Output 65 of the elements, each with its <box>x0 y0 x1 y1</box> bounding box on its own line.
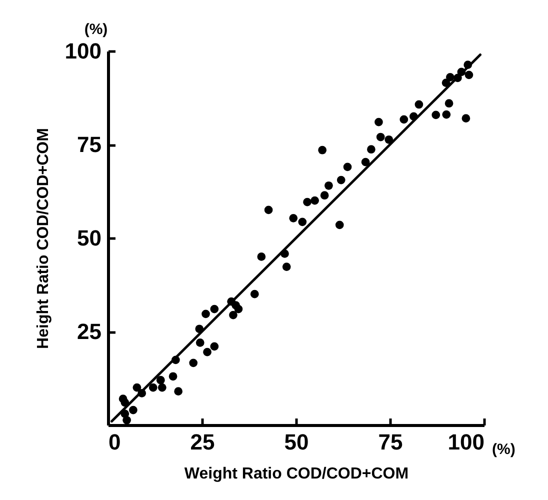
point <box>464 60 472 70</box>
y-axis-title: Height Ratio COD/COD+COM <box>34 128 52 349</box>
point <box>195 324 204 334</box>
point <box>250 290 259 298</box>
point <box>210 304 219 314</box>
x-tick-label: 75 <box>378 430 403 454</box>
text: (%) <box>84 21 108 38</box>
point <box>384 135 394 144</box>
point <box>148 383 158 392</box>
point <box>367 145 376 154</box>
y-tick-label: 75 <box>77 132 102 157</box>
point <box>282 262 291 271</box>
x-axis-title: Weight Ratio COD/COD+COM <box>184 466 409 482</box>
point <box>171 356 180 364</box>
x-tick-label: 100 <box>448 430 484 454</box>
point <box>129 406 138 414</box>
point <box>410 112 418 121</box>
point <box>289 214 298 222</box>
point <box>318 146 327 154</box>
point <box>336 176 346 184</box>
point <box>335 220 344 230</box>
point <box>376 132 385 142</box>
x-tick-label: 25 <box>190 430 215 454</box>
point <box>298 218 307 226</box>
point <box>432 110 440 120</box>
point <box>462 114 470 122</box>
point <box>442 110 451 119</box>
point <box>442 78 450 87</box>
point <box>120 410 130 418</box>
point <box>280 250 289 258</box>
point <box>414 100 424 109</box>
point <box>361 158 370 166</box>
point <box>168 372 178 381</box>
point <box>234 304 243 314</box>
point <box>310 196 319 205</box>
point <box>303 198 312 206</box>
point <box>210 342 219 351</box>
point <box>158 383 166 392</box>
x-tick-label: 50 <box>284 430 309 454</box>
point <box>324 181 333 190</box>
point <box>374 118 383 126</box>
point <box>320 191 329 200</box>
point <box>203 348 212 356</box>
point <box>257 252 266 261</box>
y-tick-label: 50 <box>77 226 102 250</box>
point <box>229 310 238 320</box>
point <box>400 115 408 124</box>
point <box>132 383 142 392</box>
point <box>156 376 165 384</box>
y-tick-label: 25 <box>77 319 102 344</box>
point <box>444 99 454 108</box>
point <box>343 162 352 172</box>
point <box>196 338 204 347</box>
point <box>174 387 182 396</box>
point <box>202 310 210 318</box>
y-tick-label: 100 <box>64 38 102 64</box>
point <box>120 398 130 407</box>
point <box>464 70 474 80</box>
point <box>457 68 466 76</box>
x-tick-label: 0 <box>108 430 121 454</box>
text: (%) <box>492 441 516 458</box>
point <box>446 73 454 82</box>
point <box>264 206 273 214</box>
point <box>189 358 198 368</box>
point <box>138 389 146 398</box>
